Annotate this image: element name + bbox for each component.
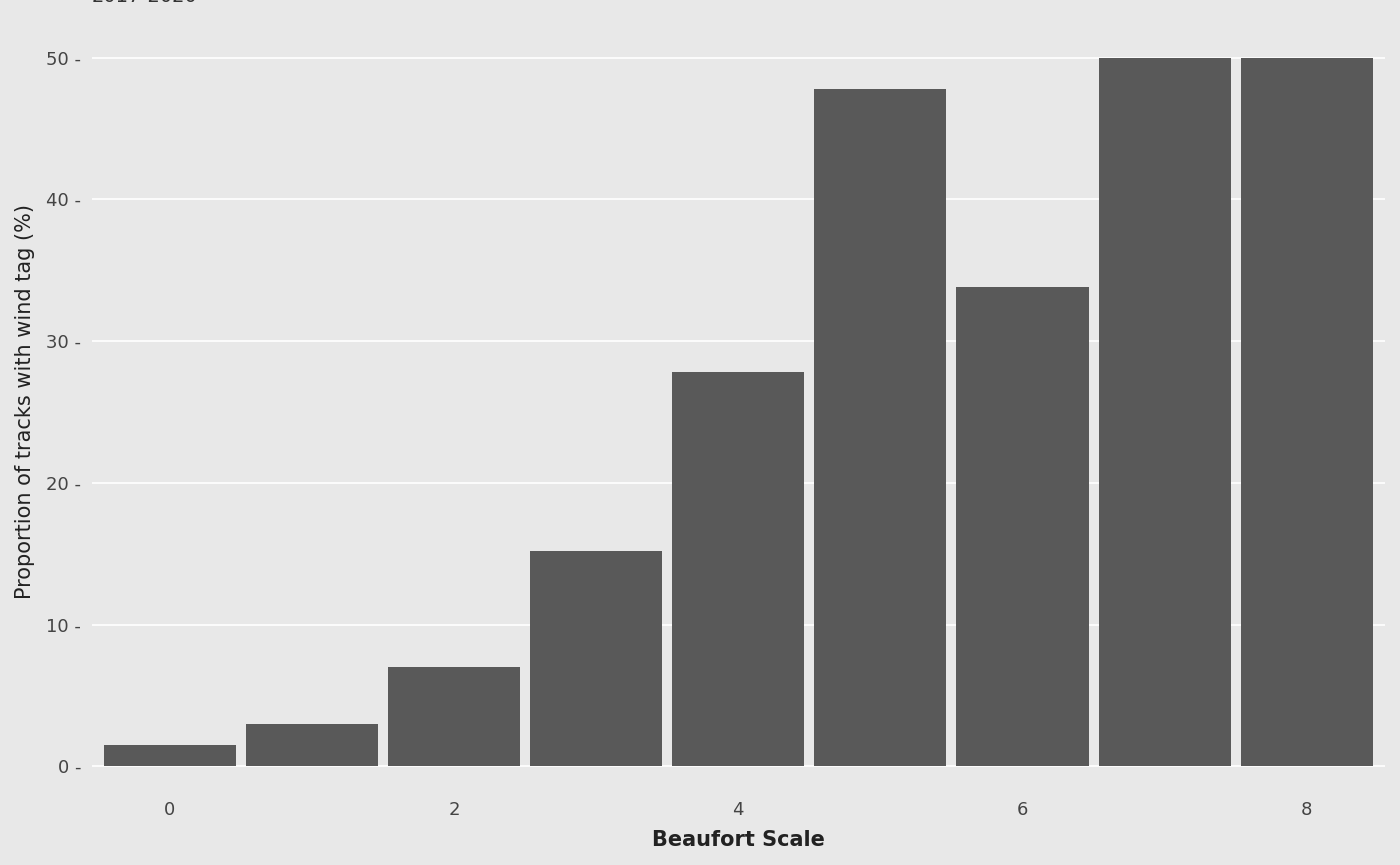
Y-axis label: Proportion of tracks with wind tag (%): Proportion of tracks with wind tag (%) [15, 204, 35, 599]
Bar [815, 89, 946, 766]
Text: Noisecapture's tags in France,
2017-2020: Noisecapture's tags in France, 2017-2020 [91, 0, 385, 6]
Bar [246, 724, 378, 766]
Bar [388, 667, 519, 766]
X-axis label: Beaufort Scale: Beaufort Scale [652, 830, 825, 850]
Bar [104, 745, 235, 766]
Bar [956, 287, 1089, 766]
Bar [672, 372, 805, 766]
Bar [531, 551, 662, 766]
Bar [1240, 58, 1373, 766]
Bar [1099, 58, 1231, 766]
